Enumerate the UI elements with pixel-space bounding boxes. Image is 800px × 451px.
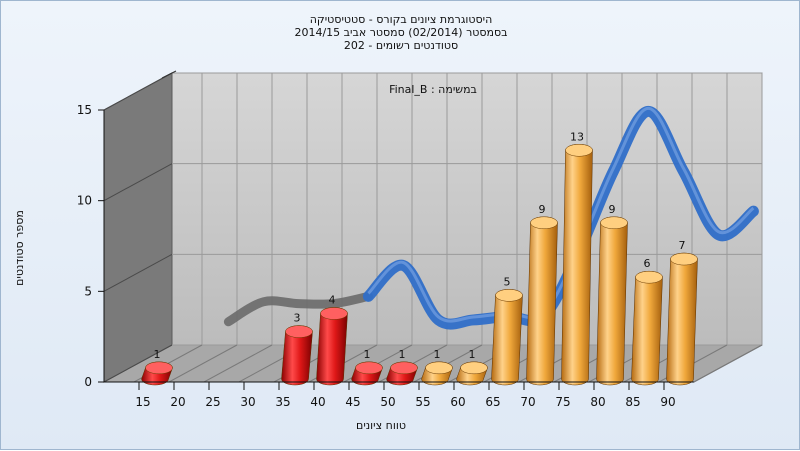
bar-value-label: 5 xyxy=(504,275,511,288)
bar-body xyxy=(631,270,663,386)
bar-value-label: 9 xyxy=(539,203,546,216)
floor-gridline xyxy=(693,344,763,383)
bar-80 xyxy=(596,216,628,386)
bar-top xyxy=(600,216,628,230)
x-tick-label: 20 xyxy=(170,395,185,409)
bar-top xyxy=(145,361,173,375)
x-tick-label: 60 xyxy=(450,395,465,409)
x-tick-label: 70 xyxy=(520,395,535,409)
bar-60 xyxy=(456,361,488,386)
y-axis-label: מספר סטודנטים xyxy=(13,210,26,286)
y-tick-label: 0 xyxy=(84,375,92,389)
side-gridline xyxy=(103,72,173,111)
x-tick-label: 40 xyxy=(310,395,325,409)
bar-40 xyxy=(316,307,348,386)
bar-top xyxy=(670,252,698,266)
side-wall xyxy=(103,72,173,383)
bar-top xyxy=(495,289,523,302)
bar-value-label: 1 xyxy=(154,348,161,361)
bar-65 xyxy=(491,289,523,386)
bar-top xyxy=(425,361,453,375)
x-tick-label: 35 xyxy=(275,395,290,409)
inner-chart-title: Final_B : במשימה xyxy=(389,83,477,96)
bar-body xyxy=(561,144,593,386)
bar-70 xyxy=(526,216,558,386)
side-gridline xyxy=(103,344,173,383)
x-tick-label: 90 xyxy=(660,395,675,409)
bar-value-label: 1 xyxy=(399,348,406,361)
bar-value-label: 6 xyxy=(644,257,651,270)
bar-75 xyxy=(561,144,593,386)
corner-edge xyxy=(161,70,177,79)
x-tick-label: 85 xyxy=(625,395,640,409)
bar-value-label: 7 xyxy=(679,239,686,252)
bar-body xyxy=(596,216,628,386)
x-tick-label: 25 xyxy=(205,395,220,409)
bar-top xyxy=(285,325,313,338)
bar-body xyxy=(666,252,698,386)
bar-top xyxy=(390,361,418,375)
bar-value-label: 1 xyxy=(364,348,371,361)
chart-title-line-2: בסמסטר (02/2014) סמסטר אביב 2014/15 xyxy=(294,26,508,39)
bar-value-label: 4 xyxy=(329,293,336,306)
bar-value-label: 1 xyxy=(469,348,476,361)
y-tick-label: 10 xyxy=(77,194,92,208)
bar-90 xyxy=(666,252,698,386)
floor-gridline xyxy=(203,344,273,383)
y-tick-label: 15 xyxy=(77,103,92,117)
chart-title-line-3: סטודנטים רשומים - 202 xyxy=(343,39,459,52)
bar-value-label: 3 xyxy=(294,312,301,325)
bar-50 xyxy=(386,361,418,386)
bar-value-label: 1 xyxy=(434,348,441,361)
chart-title-line-1: היסטוגרמת ציונים בקורס - סטטיסטיקה xyxy=(309,13,493,26)
distribution-curve-gray xyxy=(223,291,373,327)
bar-top xyxy=(635,270,663,284)
bar-top xyxy=(565,144,593,157)
y-tick-label: 5 xyxy=(84,284,92,298)
bar-45 xyxy=(351,361,383,386)
x-tick-label: 55 xyxy=(415,395,430,409)
x-tick-label: 80 xyxy=(590,395,605,409)
bar-55 xyxy=(421,361,453,386)
x-tick-label: 75 xyxy=(555,395,570,409)
bar-top xyxy=(530,216,558,230)
x-tick-label: 50 xyxy=(380,395,395,409)
side-gridline xyxy=(103,163,173,202)
bar-body xyxy=(526,216,558,386)
x-tick-label: 15 xyxy=(135,395,150,409)
x-axis-label: טווח ציונים xyxy=(356,419,406,432)
floor-gridline xyxy=(168,344,238,383)
bar-35 xyxy=(281,325,313,386)
bar-15 xyxy=(141,361,173,386)
x-tick-label: 45 xyxy=(345,395,360,409)
bar-top xyxy=(320,307,348,320)
bar-value-label: 13 xyxy=(570,130,584,143)
side-gridline xyxy=(103,253,173,292)
x-tick-label: 65 xyxy=(485,395,500,409)
bar-top xyxy=(460,361,488,375)
bar-body xyxy=(491,289,523,386)
bar-value-label: 9 xyxy=(609,203,616,216)
bar-85 xyxy=(631,270,663,386)
bar-top xyxy=(355,361,383,375)
x-tick-label: 30 xyxy=(240,395,255,409)
